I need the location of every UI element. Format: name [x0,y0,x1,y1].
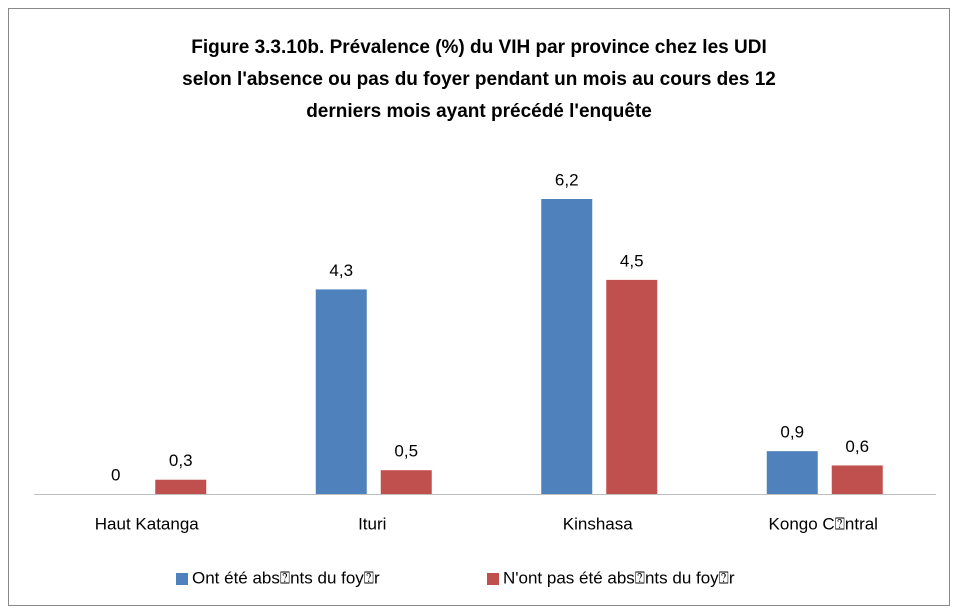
data-label: 0,5 [394,442,418,461]
bar [766,451,818,494]
x-tick-label: Haut Katanga [95,514,200,533]
chart-title: Figure 3.3.10b. Prévalence (%) du VIH pa… [191,37,766,58]
bar [541,199,593,494]
data-label: 0 [111,465,120,484]
bar [155,479,207,494]
legend-label: N'ont pas été abs⍰nts du foy⍰r [503,568,735,587]
legend-swatch [487,573,499,585]
data-label: 0,9 [780,423,804,442]
x-tick-label: Kongo C⍰ntral [769,514,878,533]
data-label: 4,3 [329,261,353,280]
bar [831,465,883,494]
chart-title: derniers mois ayant précédé l'enquête [306,101,652,122]
data-label: 0,6 [845,437,869,456]
bar [606,279,658,494]
bar [380,470,432,494]
chart-border [8,8,950,606]
data-label: 6,2 [555,170,579,189]
data-label: 4,5 [620,251,644,270]
data-label: 0,3 [169,451,193,470]
legend-label: Ont été abs⍰nts du foy⍰r [192,568,380,587]
chart-title: selon l'absence ou pas du foyer pendant … [182,69,776,90]
x-tick-label: Ituri [358,514,386,533]
legend-swatch [176,573,188,585]
x-tick-label: Kinshasa [563,514,633,533]
bar [315,289,367,494]
